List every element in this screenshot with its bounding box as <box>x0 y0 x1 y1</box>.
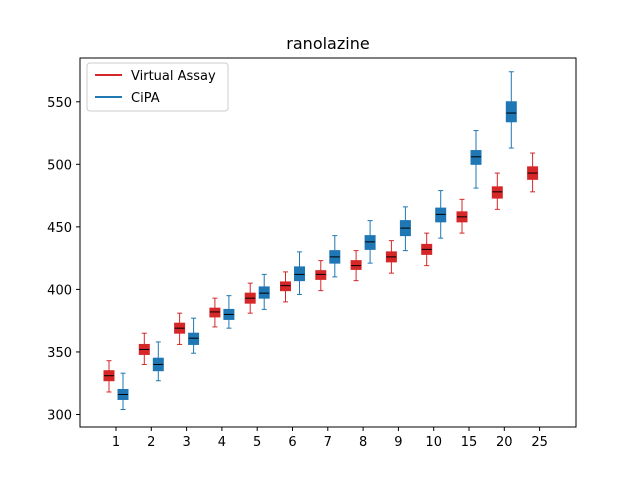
iqr-box <box>505 101 517 123</box>
box-virtual-assay-1 <box>103 360 115 393</box>
iqr-box <box>470 150 482 165</box>
y-tick-label: 450 <box>47 221 72 236</box>
x-tick-label: 1 <box>112 435 120 450</box>
legend-label-cipa: CiPA <box>131 91 160 106</box>
iqr-box <box>350 260 362 270</box>
box-cipa-1 <box>117 372 129 410</box>
x-tick-label: 5 <box>253 435 261 450</box>
box-cipa-9 <box>399 206 411 252</box>
iqr-box <box>364 235 376 250</box>
x-tick-label: 20 <box>496 435 513 450</box>
box-virtual-assay-6 <box>280 271 291 303</box>
iqr-box <box>315 270 327 280</box>
y-tick-label: 300 <box>47 408 72 423</box>
box-cipa-8 <box>364 220 376 264</box>
y-tick-label: 400 <box>47 283 72 298</box>
boxes-layer <box>103 71 539 410</box>
box-virtual-assay-7 <box>315 260 327 292</box>
iqr-box <box>258 286 270 299</box>
legend: Virtual Assay CiPA <box>86 62 229 112</box>
x-tick-label: 25 <box>531 435 548 450</box>
box-virtual-assay-8 <box>350 250 362 282</box>
box-cipa-20 <box>505 71 517 149</box>
box-cipa-7 <box>329 235 341 278</box>
box-virtual-assay-5 <box>244 282 256 314</box>
x-tick-label: 10 <box>425 435 442 450</box>
x-tick-label: 6 <box>288 435 296 450</box>
axes-layer: 300 350 400 450 500 550 1 2 3 4 5 6 7 8 9 10 15 20 25 <box>47 57 577 450</box>
y-tick-label: 550 <box>47 96 72 111</box>
x-tick-label: 15 <box>461 435 478 450</box>
y-tick-label: 500 <box>47 158 72 173</box>
x-tick-label: 8 <box>359 435 367 450</box>
x-tick-label: 2 <box>147 435 155 450</box>
box-cipa-3 <box>188 317 200 354</box>
box-cipa-10 <box>435 190 447 239</box>
iqr-box <box>209 307 221 318</box>
box-virtual-assay-20 <box>491 172 503 210</box>
x-tick-label: 4 <box>218 435 226 450</box>
box-virtual-assay-15 <box>456 198 468 234</box>
iqr-box <box>294 266 305 282</box>
iqr-box <box>188 332 200 345</box>
x-tick-label: 3 <box>182 435 190 450</box>
legend-label-virtual-assay: Virtual Assay <box>131 69 216 84</box>
box-cipa-2 <box>152 341 164 382</box>
x-tick-label: 9 <box>394 435 402 450</box>
box-virtual-assay-4 <box>209 297 221 328</box>
box-cipa-15 <box>470 130 482 189</box>
box-virtual-assay-9 <box>385 240 397 274</box>
box-virtual-assay-10 <box>421 232 433 267</box>
iqr-box <box>435 207 447 223</box>
box-cipa-4 <box>223 295 235 329</box>
box-virtual-assay-3 <box>174 312 186 345</box>
x-tick-label: 7 <box>324 435 332 450</box>
y-tick-label: 350 <box>47 346 72 361</box>
box-virtual-assay-25 <box>527 152 539 193</box>
box-cipa-5 <box>258 273 270 310</box>
iqr-box <box>491 186 503 199</box>
box-cipa-6 <box>294 251 305 295</box>
box-virtual-assay-2 <box>138 332 150 365</box>
legend-frame <box>86 62 229 112</box>
chart-title: ranolazine <box>286 34 369 53</box>
iqr-box <box>280 281 291 292</box>
